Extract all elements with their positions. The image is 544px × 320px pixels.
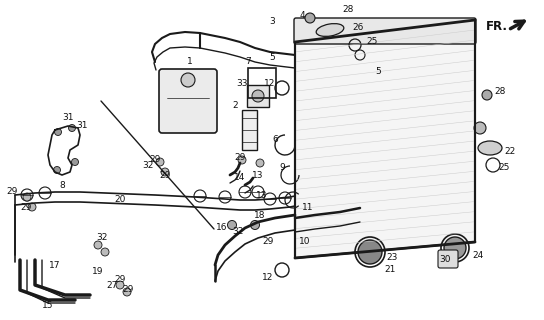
Text: 2: 2 [232, 100, 238, 109]
Text: 29: 29 [159, 171, 171, 180]
Text: 14: 14 [234, 173, 246, 182]
Circle shape [123, 288, 131, 296]
Text: 26: 26 [353, 23, 364, 33]
Text: 20: 20 [114, 196, 126, 204]
Circle shape [71, 158, 78, 165]
Text: 29: 29 [7, 188, 18, 196]
Circle shape [250, 220, 259, 229]
Text: 25: 25 [498, 164, 510, 172]
Circle shape [23, 193, 31, 201]
Circle shape [54, 129, 61, 135]
Circle shape [101, 248, 109, 256]
Text: 33: 33 [236, 79, 248, 89]
Text: 12: 12 [262, 274, 274, 283]
Text: 19: 19 [92, 268, 104, 276]
Text: 22: 22 [504, 148, 516, 156]
Text: 29: 29 [234, 154, 246, 163]
Bar [248, 68, 276, 98]
Ellipse shape [478, 141, 502, 155]
Text: 27: 27 [106, 281, 118, 290]
FancyBboxPatch shape [159, 69, 217, 133]
Text: 23: 23 [386, 253, 398, 262]
Circle shape [181, 73, 195, 87]
Text: 31: 31 [62, 114, 74, 123]
Text: 4: 4 [299, 12, 305, 20]
Text: 11: 11 [302, 204, 314, 212]
Circle shape [358, 240, 382, 264]
Bar [242, 110, 257, 150]
Circle shape [238, 156, 246, 164]
FancyBboxPatch shape [438, 250, 458, 268]
Text: 17: 17 [50, 260, 61, 269]
Text: 18: 18 [254, 211, 266, 220]
Circle shape [444, 237, 466, 259]
Text: 29: 29 [149, 156, 160, 164]
Text: 29: 29 [262, 237, 274, 246]
Circle shape [156, 158, 164, 166]
Text: 7: 7 [245, 58, 251, 67]
Circle shape [305, 13, 315, 23]
Circle shape [227, 220, 237, 229]
Circle shape [94, 241, 102, 249]
Text: 8: 8 [59, 180, 65, 189]
Text: 29: 29 [122, 285, 134, 294]
Circle shape [28, 203, 36, 211]
Text: 5: 5 [269, 53, 275, 62]
Text: 25: 25 [366, 37, 378, 46]
Text: 9: 9 [279, 164, 285, 172]
Text: 31: 31 [76, 121, 88, 130]
Text: 24: 24 [472, 251, 484, 260]
Text: 6: 6 [272, 135, 278, 145]
Text: 16: 16 [217, 223, 228, 233]
Circle shape [69, 124, 76, 132]
Circle shape [116, 281, 124, 289]
Text: 10: 10 [299, 237, 311, 246]
Text: 32: 32 [232, 228, 244, 236]
Circle shape [53, 166, 60, 173]
Text: 13: 13 [252, 171, 264, 180]
Text: 28: 28 [494, 87, 506, 97]
Text: 12: 12 [264, 79, 276, 89]
Text: 5: 5 [375, 68, 381, 76]
Text: 13: 13 [256, 190, 268, 199]
Circle shape [482, 90, 492, 100]
Polygon shape [295, 20, 475, 258]
Circle shape [256, 159, 264, 167]
Circle shape [252, 90, 264, 102]
Text: 29: 29 [114, 276, 126, 284]
Text: 32: 32 [143, 161, 154, 170]
Text: 1: 1 [187, 58, 193, 67]
Text: 15: 15 [42, 300, 54, 309]
Text: 30: 30 [439, 255, 451, 265]
Text: 21: 21 [384, 266, 395, 275]
Text: 32: 32 [96, 234, 108, 243]
Text: FR.: FR. [486, 20, 508, 33]
Text: 29: 29 [20, 204, 32, 212]
Circle shape [161, 168, 169, 176]
Bar [247, 85, 269, 107]
Ellipse shape [316, 24, 344, 36]
FancyBboxPatch shape [294, 18, 476, 44]
Circle shape [474, 122, 486, 134]
Text: 28: 28 [342, 5, 354, 14]
Text: 3: 3 [269, 18, 275, 27]
